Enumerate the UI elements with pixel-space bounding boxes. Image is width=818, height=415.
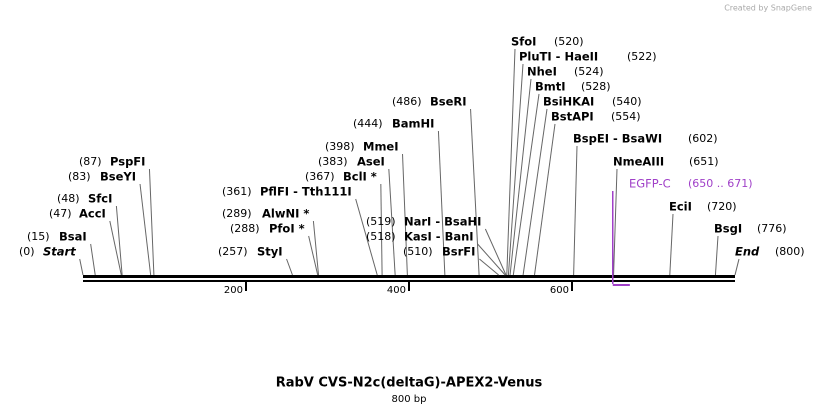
site-position: (540) bbox=[612, 95, 642, 108]
enzyme-name: BmtI bbox=[535, 80, 566, 94]
site-position: (361) bbox=[222, 185, 252, 198]
site-line bbox=[79, 258, 84, 276]
map-title: RabV CVS-N2c(deltaG)-APEX2-Venus bbox=[276, 376, 543, 391]
site-line bbox=[484, 228, 507, 276]
enzyme-name: MmeI bbox=[363, 140, 399, 154]
enzyme-name: PspFI bbox=[110, 155, 145, 169]
site-line bbox=[509, 78, 532, 276]
ruler-label: 200 bbox=[224, 285, 243, 296]
site-position: (83) bbox=[68, 170, 91, 183]
enzyme-name: BsaI bbox=[59, 230, 87, 244]
site-position: (398) bbox=[325, 140, 355, 153]
site-position: (554) bbox=[611, 110, 641, 123]
enzyme-name: BstAPI bbox=[551, 110, 594, 124]
site-line bbox=[115, 205, 123, 276]
site-position: (87) bbox=[79, 155, 102, 168]
site-line bbox=[669, 213, 674, 276]
credit: Created by SnapGene bbox=[724, 4, 812, 13]
site-line bbox=[109, 220, 122, 276]
site-position: (651) bbox=[689, 155, 719, 168]
site-line bbox=[148, 168, 155, 276]
site-position: (776) bbox=[757, 222, 787, 235]
site-position: (518) bbox=[366, 230, 396, 243]
enzyme-name: SfoI bbox=[511, 35, 536, 49]
site-line bbox=[286, 258, 293, 276]
site-position: (486) bbox=[392, 95, 422, 108]
site-position: (367) bbox=[305, 170, 335, 183]
enzyme-name: AccI bbox=[79, 207, 106, 221]
site-line bbox=[139, 183, 152, 276]
enzyme-name: BsrFI bbox=[442, 245, 475, 259]
enzyme-name: End bbox=[735, 245, 760, 259]
site-line bbox=[534, 123, 556, 276]
enzyme-name: NarI - BsaHI bbox=[404, 215, 481, 229]
enzyme-name: BsiHKAI bbox=[543, 95, 594, 109]
enzyme-name: PluTI - HaeII bbox=[519, 50, 598, 64]
site-position: (519) bbox=[366, 215, 396, 228]
enzyme-name: PflFI - Tth111I bbox=[260, 185, 352, 199]
enzyme-name: AseI bbox=[357, 155, 385, 169]
enzyme-name: BsgI bbox=[714, 222, 742, 236]
site-line bbox=[522, 108, 548, 276]
site-line bbox=[573, 145, 578, 276]
enzyme-name: KasI - BanI bbox=[404, 230, 474, 244]
site-line bbox=[479, 258, 499, 276]
enzyme-name: BspEI - BsaWI bbox=[573, 132, 662, 146]
site-position: (383) bbox=[318, 155, 348, 168]
site-position: (257) bbox=[218, 245, 248, 258]
site-line bbox=[714, 235, 719, 276]
site-position: (720) bbox=[707, 200, 737, 213]
site-line bbox=[437, 130, 446, 276]
enzyme-name: StyI bbox=[257, 245, 283, 259]
site-line bbox=[308, 235, 319, 276]
feature-name: EGFP-C bbox=[629, 177, 671, 191]
site-line bbox=[312, 220, 320, 276]
site-line bbox=[613, 168, 618, 276]
site-position: (48) bbox=[57, 192, 80, 205]
enzyme-name: PfoI * bbox=[269, 222, 305, 236]
site-line bbox=[380, 183, 383, 276]
ruler-label: 400 bbox=[387, 285, 406, 296]
site-position: (800) bbox=[775, 245, 805, 258]
site-position: (528) bbox=[581, 80, 611, 93]
site-line bbox=[477, 243, 506, 276]
site-line bbox=[355, 198, 378, 276]
enzyme-name: SfcI bbox=[88, 192, 112, 206]
site-position: (444) bbox=[353, 117, 383, 130]
site-position: (510) bbox=[403, 245, 433, 258]
enzyme-name: EciI bbox=[669, 200, 692, 214]
site-line bbox=[402, 153, 408, 276]
enzyme-name: BclI * bbox=[343, 170, 377, 184]
map-length: 800 bp bbox=[392, 394, 427, 405]
site-position: (288) bbox=[230, 222, 260, 235]
site-position: (15) bbox=[27, 230, 50, 243]
ruler-label: 600 bbox=[550, 285, 569, 296]
enzyme-name: NmeAIII bbox=[613, 155, 664, 169]
site-line bbox=[90, 243, 96, 276]
enzyme-name: NheI bbox=[527, 65, 557, 79]
enzyme-name: Start bbox=[43, 245, 76, 259]
site-line bbox=[470, 108, 480, 276]
enzyme-name: AlwNI * bbox=[262, 207, 309, 221]
site-position: (47) bbox=[49, 207, 72, 220]
site-position: (522) bbox=[627, 50, 657, 63]
site-position: (602) bbox=[688, 132, 718, 145]
site-line bbox=[507, 63, 524, 276]
site-position: (520) bbox=[554, 35, 584, 48]
site-line bbox=[506, 48, 516, 276]
site-line bbox=[512, 93, 540, 276]
enzyme-name: BseRI bbox=[430, 95, 467, 109]
site-position: (289) bbox=[222, 207, 252, 220]
site-line bbox=[388, 168, 396, 276]
enzyme-name: BamHI bbox=[392, 117, 434, 131]
site-position: (0) bbox=[19, 245, 35, 258]
enzyme-name: BseYI bbox=[100, 170, 136, 184]
site-position: (524) bbox=[574, 65, 604, 78]
site-position: (650 .. 671) bbox=[688, 177, 753, 190]
site-line bbox=[734, 258, 740, 276]
